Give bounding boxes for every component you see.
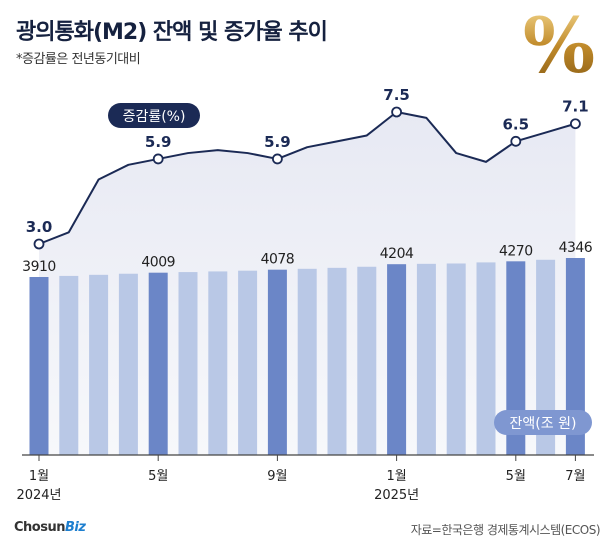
tick-label-2025-05: 5월 — [506, 469, 526, 484]
bar-label-2025-05: 4270 — [499, 243, 533, 259]
bar-2024-09 — [267, 269, 287, 455]
bar-label-2024-05: 4009 — [141, 255, 175, 271]
rate-label-2024-01: 3.0 — [26, 218, 53, 236]
bar-label-2025-01: 4204 — [380, 246, 414, 262]
bar-2024-07 — [208, 271, 228, 455]
tick-label-2025-07: 7월 — [565, 469, 585, 484]
bar-2025-01 — [387, 264, 407, 455]
bar-2025-05 — [506, 261, 526, 455]
rate-marker-2024-05 — [152, 153, 164, 165]
rate-label-2024-05: 5.9 — [145, 133, 172, 151]
bar-2024-01 — [29, 277, 49, 455]
tick-year-2024-01: 2024년 — [16, 488, 61, 503]
tick-layer: 1월 2024년 5월 9월 1월 2025년 5월 7월 — [16, 455, 586, 503]
rate-marker-2025-07 — [570, 118, 581, 130]
legend-layer: 증감률(%) 잔액(조 원) — [108, 103, 592, 435]
balance-badge-label: 잔액(조 원) — [510, 416, 577, 432]
rate-line — [38, 111, 576, 245]
bar-2025-06 — [536, 259, 556, 455]
bar-2024-04 — [118, 273, 138, 455]
bar-2025-07 — [565, 258, 585, 455]
bar-2025-02 — [416, 263, 436, 455]
bar-2025-03 — [446, 263, 466, 455]
bar-label-2024-01: 3910 — [22, 259, 56, 275]
percent-gold-icon: % — [516, 6, 602, 86]
rate-marker-2025-05 — [510, 135, 522, 147]
bar-2025-04 — [476, 262, 496, 455]
bar-2024-10 — [297, 268, 317, 455]
bar-2024-08 — [238, 270, 258, 455]
rate-badge-label: 증감률(%) — [123, 109, 186, 125]
rate-marker-2025-01 — [391, 106, 403, 118]
tick-label-2024-01: 1월 — [29, 469, 49, 484]
bar-2024-06 — [178, 272, 198, 455]
rate-label-2024-09: 5.9 — [264, 133, 291, 151]
rate-marker-2024-09 — [271, 153, 283, 165]
rate-label-2025-05: 6.5 — [503, 115, 530, 133]
bar-label-2025-07: 4346 — [559, 240, 593, 256]
label-layer: 3.0 5.9 5.9 7.5 6.5 7.1 3910 4009 4078 4204 4270 43… — [22, 86, 593, 275]
page-title: 광의통화(M2) 잔액 및 증가율 추이 — [16, 20, 328, 45]
bar-2024-05 — [148, 272, 168, 455]
bar-2024-11 — [327, 267, 347, 455]
bar-label-2024-09: 4078 — [261, 252, 295, 268]
tick-label-2025-01: 1월 — [386, 469, 406, 484]
chosunbiz-logo: ChosunBiz — [14, 520, 86, 535]
tick-year-2025-01: 2025년 — [374, 488, 419, 503]
source-note: 자료=한국은행 경제통계시스템(ECOS) — [410, 523, 601, 537]
rate-marker-2024-01 — [33, 238, 45, 250]
bar-2024-12 — [357, 266, 377, 455]
bar-2024-03 — [89, 274, 109, 455]
balance-badge — [494, 410, 592, 435]
tick-label-2024-05: 5월 — [148, 469, 168, 484]
rate-label-2025-01: 7.5 — [383, 86, 410, 104]
bar-2024-02 — [59, 275, 79, 455]
rate-badge — [108, 103, 200, 128]
rate-label-2025-07: 7.1 — [562, 98, 589, 116]
page-subtitle: *증감률은 전년동기대비 — [16, 52, 141, 67]
line-layer — [33, 106, 581, 250]
bar-layer — [29, 258, 585, 455]
tick-label-2024-09: 9월 — [267, 469, 287, 484]
